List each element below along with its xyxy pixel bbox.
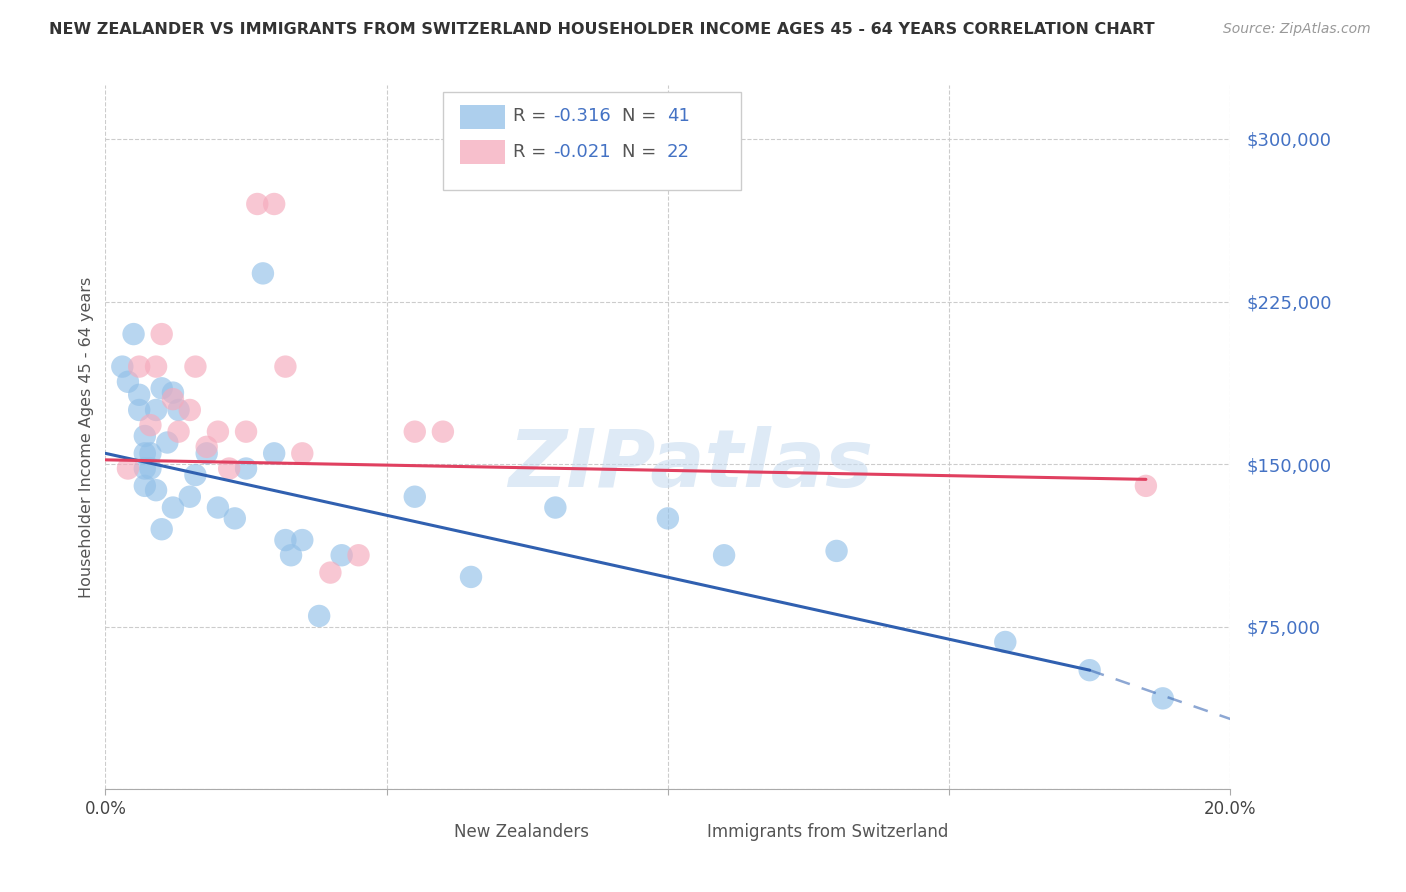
Point [179, 490, 201, 504]
Point [291, 533, 314, 547]
Point [150, 327, 173, 342]
Point [195, 446, 218, 460]
Point [994, 635, 1017, 649]
Point [117, 461, 139, 475]
FancyBboxPatch shape [443, 92, 741, 191]
Point [347, 548, 370, 562]
Point [218, 461, 240, 475]
Point [150, 381, 173, 395]
Point [128, 359, 150, 374]
Point [134, 479, 156, 493]
Point [139, 418, 162, 433]
Point [330, 548, 353, 562]
Point [145, 359, 167, 374]
Point [246, 197, 269, 211]
Text: -0.021: -0.021 [553, 143, 610, 161]
Text: Immigrants from Switzerland: Immigrants from Switzerland [707, 822, 949, 840]
Point [1152, 691, 1174, 706]
Point [224, 511, 246, 525]
Point [162, 392, 184, 406]
Point [404, 490, 426, 504]
Point [184, 468, 207, 483]
Point [207, 500, 229, 515]
Point [825, 544, 848, 558]
Point [150, 522, 173, 536]
Point [432, 425, 454, 439]
Point [460, 570, 482, 584]
Text: N =: N = [621, 143, 662, 161]
Point [128, 388, 150, 402]
Point [544, 500, 567, 515]
Text: ZIPatlas: ZIPatlas [508, 426, 873, 504]
Text: R =: R = [513, 143, 551, 161]
Point [145, 483, 167, 498]
Point [117, 375, 139, 389]
Text: 41: 41 [666, 107, 689, 126]
Point [145, 403, 167, 417]
Point [1078, 663, 1101, 677]
Point [184, 359, 207, 374]
Point [308, 609, 330, 624]
Point [134, 461, 156, 475]
Point [404, 425, 426, 439]
Point [280, 548, 302, 562]
Point [179, 403, 201, 417]
Point [134, 429, 156, 443]
FancyBboxPatch shape [460, 140, 505, 164]
Text: New Zealanders: New Zealanders [454, 822, 589, 840]
Point [263, 197, 285, 211]
Point [195, 440, 218, 454]
Point [139, 461, 162, 475]
Point [252, 266, 274, 280]
Point [162, 385, 184, 400]
Point [134, 446, 156, 460]
Point [274, 533, 297, 547]
Point [235, 425, 257, 439]
Point [1135, 479, 1157, 493]
Point [319, 566, 342, 580]
FancyBboxPatch shape [657, 822, 699, 842]
Point [162, 500, 184, 515]
Point [207, 425, 229, 439]
Point [657, 511, 679, 525]
Point [111, 359, 134, 374]
Text: Source: ZipAtlas.com: Source: ZipAtlas.com [1223, 22, 1371, 37]
Point [156, 435, 179, 450]
Point [167, 403, 190, 417]
Text: N =: N = [621, 107, 662, 126]
Point [128, 403, 150, 417]
Y-axis label: Householder Income Ages 45 - 64 years: Householder Income Ages 45 - 64 years [79, 277, 94, 598]
Text: R =: R = [513, 107, 551, 126]
Point [274, 359, 297, 374]
Point [139, 446, 162, 460]
Text: 22: 22 [666, 143, 690, 161]
Text: NEW ZEALANDER VS IMMIGRANTS FROM SWITZERLAND HOUSEHOLDER INCOME AGES 45 - 64 YEA: NEW ZEALANDER VS IMMIGRANTS FROM SWITZER… [49, 22, 1154, 37]
Point [263, 446, 285, 460]
Point [235, 461, 257, 475]
FancyBboxPatch shape [460, 105, 505, 129]
Text: -0.316: -0.316 [553, 107, 610, 126]
Point [291, 446, 314, 460]
Point [713, 548, 735, 562]
FancyBboxPatch shape [404, 822, 446, 842]
Point [167, 425, 190, 439]
Point [122, 327, 145, 342]
